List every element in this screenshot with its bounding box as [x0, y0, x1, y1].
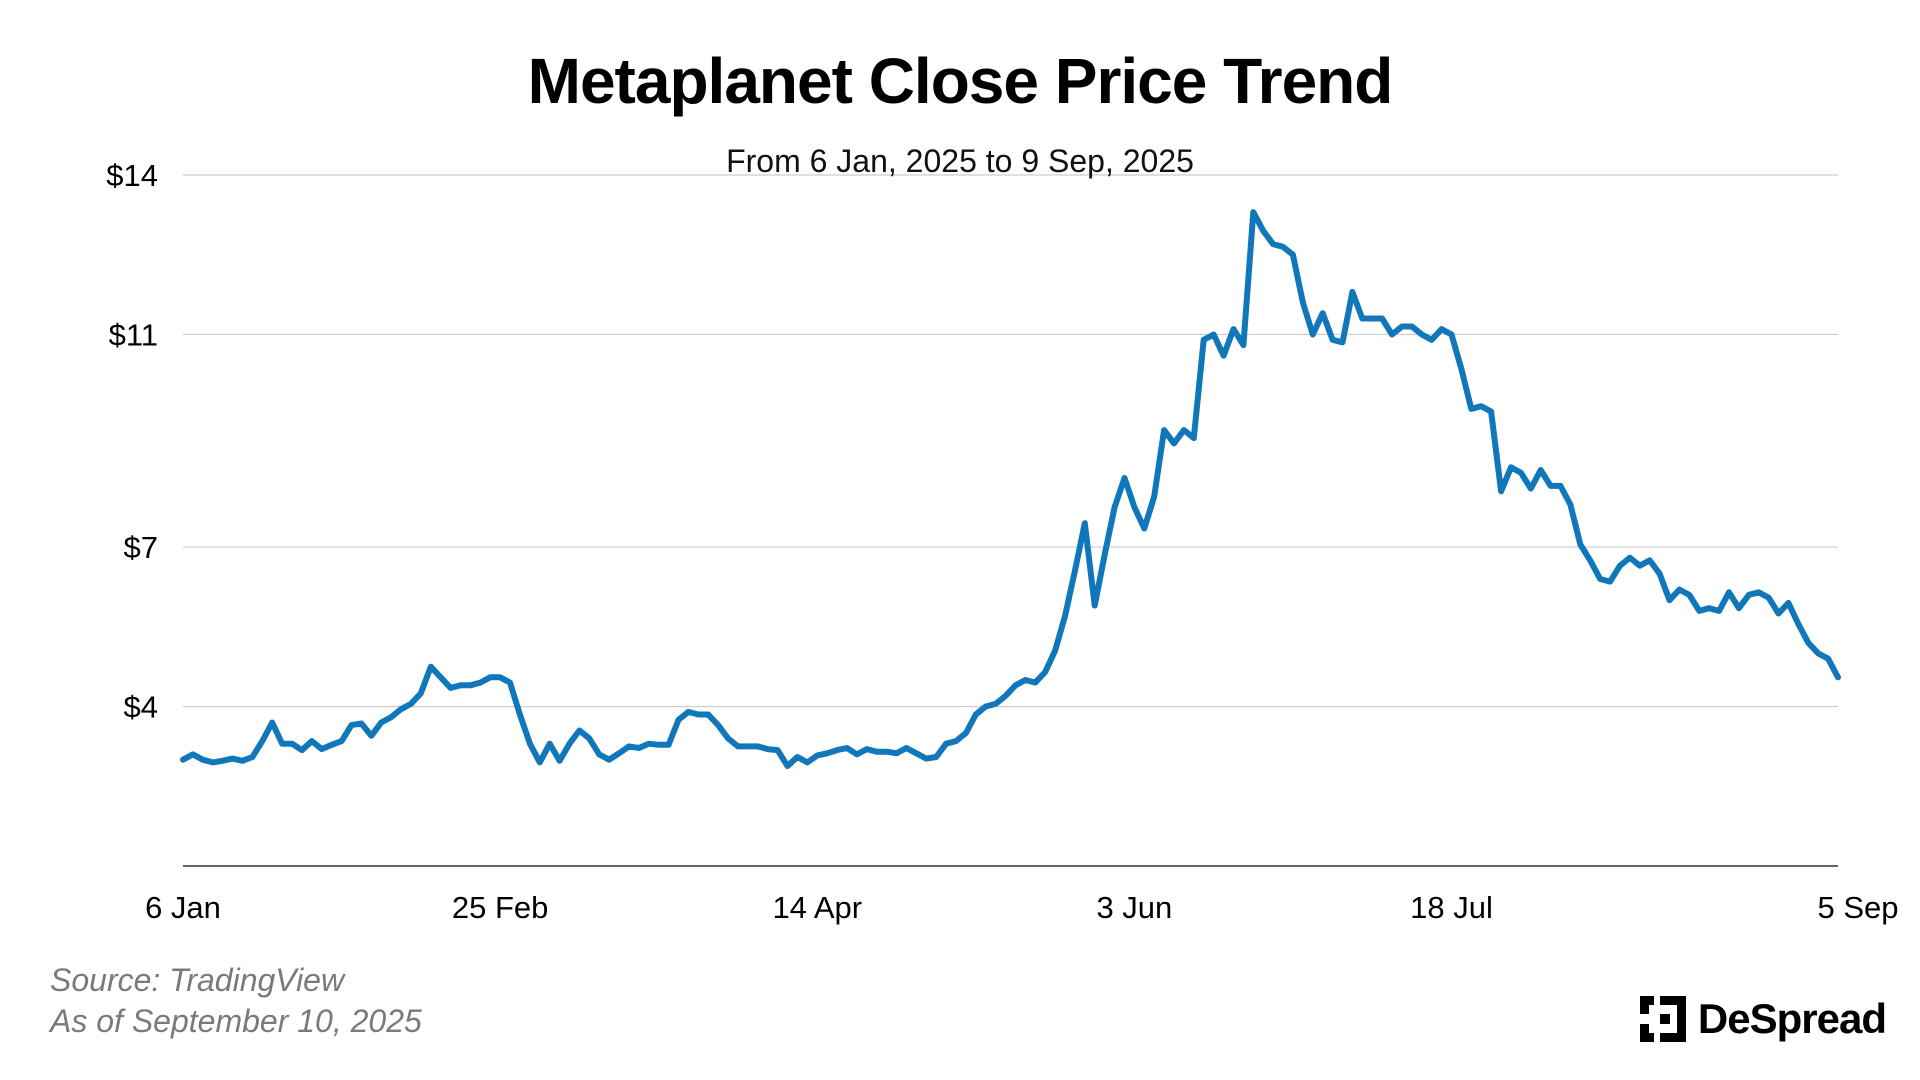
despread-logo-icon — [1639, 996, 1686, 1042]
price-series — [180, 209, 1841, 770]
series-line — [180, 209, 1841, 770]
source-note: Source: TradingView — [50, 962, 345, 998]
x-axis-tick-labels: 6 Jan 25 Feb 14 Apr 3 Jun 18 Jul 5 Sep — [145, 890, 1898, 925]
x-tick-label: 18 Jul — [1410, 890, 1493, 925]
grid-lines — [183, 174, 1838, 708]
chart-title: Metaplanet Close Price Trend — [527, 45, 1394, 117]
y-tick-label: $14 — [106, 158, 158, 193]
x-tick-label: 3 Jun — [1096, 890, 1172, 925]
y-axis-tick-labels: $4 $7 $11 $14 — [106, 158, 158, 725]
x-tick-label: 6 Jan — [145, 890, 221, 925]
brand-name: DeSpread — [1697, 995, 1887, 1042]
y-tick-label: $7 — [124, 530, 158, 565]
y-tick-label: $4 — [124, 690, 158, 725]
y-tick-label: $11 — [109, 317, 158, 352]
x-tick-label: 5 Sep — [1817, 890, 1898, 925]
brand-logo: DeSpread — [1639, 995, 1887, 1043]
x-tick-label: 25 Feb — [452, 890, 549, 925]
as-of-note: As of September 10, 2025 — [50, 1003, 422, 1039]
x-tick-label: 14 Apr — [772, 890, 862, 925]
chart-subtitle: From 6 Jan, 2025 to 9 Sep, 2025 — [726, 143, 1194, 179]
